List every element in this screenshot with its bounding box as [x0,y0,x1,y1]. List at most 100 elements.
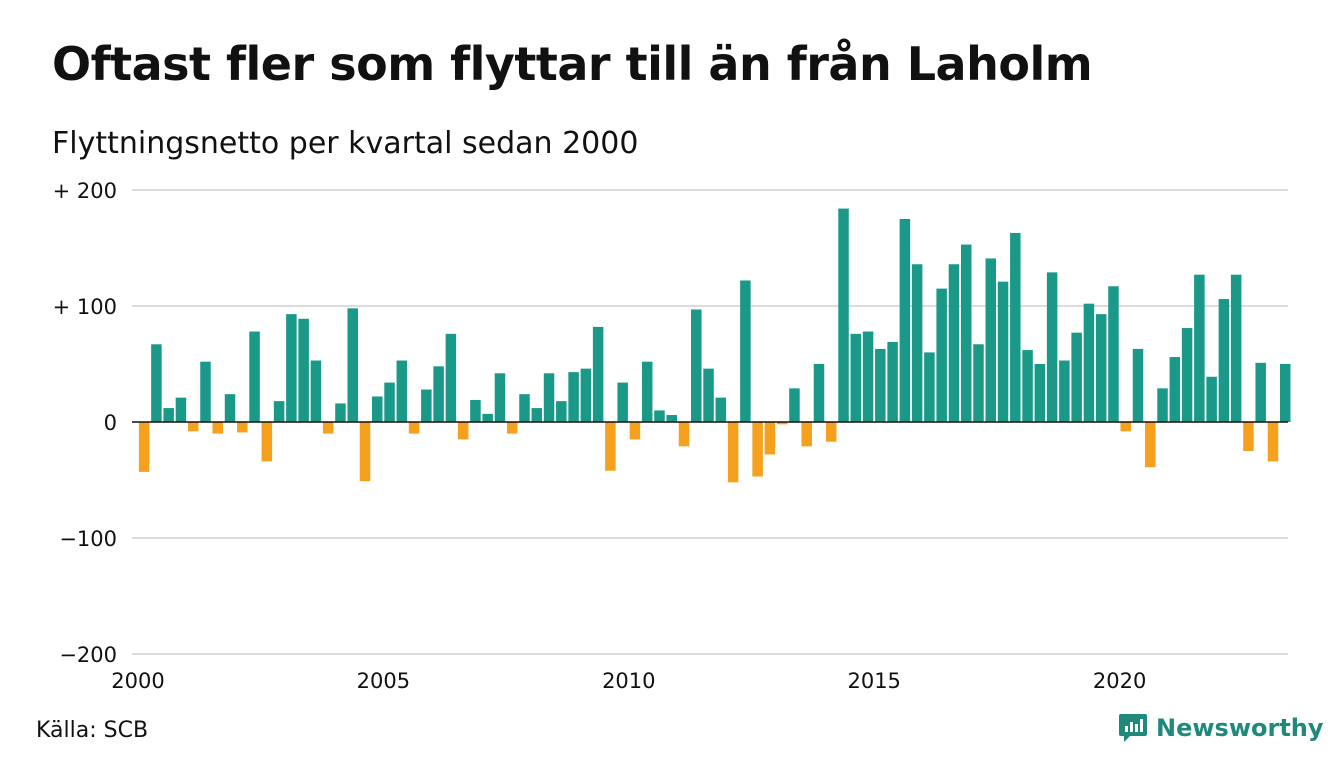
bar [887,341,898,422]
bar [875,348,886,422]
bar [960,244,972,422]
bar [408,422,420,434]
gridlines [132,189,1288,655]
bar [175,397,187,422]
bar [372,396,383,422]
brand-name: Newsworthy [1156,714,1324,742]
bar [850,333,862,422]
bar [163,408,174,422]
bar [813,364,825,422]
source-note: Källa: SCB [36,718,149,743]
bar [445,333,457,422]
bar [347,308,358,422]
bar [322,422,334,434]
bar [470,399,481,422]
bar [543,373,555,422]
bar [936,288,947,422]
bar [187,422,199,432]
bar [519,394,530,422]
bar [826,422,837,442]
bar [911,264,923,422]
bar [862,331,874,422]
bar [506,422,518,434]
bar [997,281,1009,422]
newsworthy-logo-icon [1119,714,1147,742]
bar [764,422,776,455]
bar [1083,303,1095,422]
bar [396,360,408,422]
x-tick-label: 2020 [1093,669,1146,693]
bar [1010,232,1021,422]
y-axis-labels: + 200 + 100 0 −100 −200 [53,179,117,667]
bar [1120,422,1131,432]
bar [605,422,616,471]
bar [1071,332,1082,422]
bar [421,389,432,422]
bar [948,264,960,422]
bar [727,422,739,483]
bar [1132,348,1144,422]
bar [1059,360,1070,422]
bar [237,422,248,433]
bar [641,361,653,422]
bar [985,258,997,422]
bar [298,318,309,422]
bar [1095,314,1107,422]
bar [617,382,628,422]
bar [789,388,800,422]
bar [1267,422,1279,462]
bar [801,422,812,447]
bar [580,368,592,422]
bar [286,314,297,422]
bar [457,422,469,440]
y-tick-label: + 100 [53,295,117,319]
y-tick-label: 0 [104,411,117,435]
bar [973,344,984,422]
bar [249,331,260,422]
bar [1194,274,1205,422]
chart-subtitle: Flyttningsnetto per kvartal sedan 2000 [52,126,639,161]
bar [384,382,395,422]
bar [654,410,665,422]
x-tick-label: 2005 [357,669,410,693]
bar [1046,272,1058,422]
bar [151,344,162,422]
y-tick-label: −200 [59,643,117,667]
bar [1243,422,1254,451]
bar [899,219,911,422]
bar [592,326,604,422]
y-tick-label: −100 [59,527,117,551]
x-axis-labels: 2000 2005 2010 2015 2020 [111,669,1146,693]
x-tick-label: 2000 [111,669,164,693]
bar [273,401,285,422]
bar [740,280,751,422]
bar [666,415,677,422]
bar [335,403,346,422]
bar [359,422,371,482]
bar [482,413,493,422]
bar [703,368,714,422]
bar [1169,357,1181,422]
bar [838,208,849,422]
bar [224,394,236,422]
bar [678,422,690,447]
bar [1022,350,1033,422]
bar [1181,328,1193,422]
bar [924,352,935,422]
bar [715,397,727,422]
bar [138,422,150,472]
x-tick-label: 2010 [602,669,655,693]
bar [1108,286,1119,422]
bar [1145,422,1156,468]
bar [494,373,506,422]
chart-title: Oftast fler som flyttar till än från Lah… [52,37,1093,91]
bar [1255,362,1266,422]
bar [531,408,543,422]
bar [1279,364,1291,422]
bar [1230,274,1242,422]
bar [776,422,788,425]
bar [433,366,444,422]
bar [752,422,763,477]
brand-logo: Newsworthy [1118,712,1324,744]
